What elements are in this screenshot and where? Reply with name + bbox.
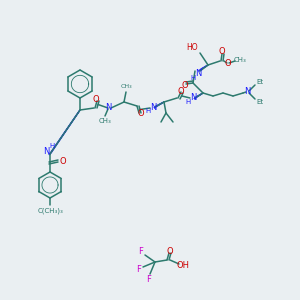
Text: N: N — [195, 68, 201, 77]
Text: O: O — [178, 86, 184, 95]
Text: CH₃: CH₃ — [99, 118, 111, 124]
Polygon shape — [199, 65, 208, 71]
Text: O: O — [167, 247, 173, 256]
Text: F: F — [139, 248, 143, 256]
Text: O: O — [60, 157, 66, 166]
Text: Et: Et — [256, 79, 264, 85]
Text: Et: Et — [256, 99, 264, 105]
Text: H: H — [190, 75, 196, 81]
Text: O: O — [219, 47, 225, 56]
Text: CH₃: CH₃ — [234, 57, 246, 63]
Polygon shape — [194, 93, 203, 99]
Text: H: H — [185, 99, 190, 105]
Text: O: O — [182, 80, 188, 89]
Text: N: N — [244, 86, 250, 95]
Text: N: N — [105, 103, 111, 112]
Text: O: O — [138, 110, 144, 118]
Text: H: H — [50, 143, 55, 149]
Text: OH: OH — [176, 260, 190, 269]
Polygon shape — [154, 102, 164, 108]
Polygon shape — [49, 110, 80, 155]
Text: C(CH₃)₃: C(CH₃)₃ — [37, 208, 63, 214]
Text: O: O — [93, 94, 99, 103]
Text: N: N — [150, 103, 156, 112]
Text: N: N — [190, 94, 196, 103]
Text: F: F — [136, 265, 141, 274]
Text: N: N — [43, 146, 49, 155]
Text: HO: HO — [186, 43, 198, 52]
Text: F: F — [147, 274, 152, 284]
Text: CH₃: CH₃ — [120, 85, 132, 89]
Text: O: O — [225, 59, 231, 68]
Text: H: H — [146, 108, 151, 114]
